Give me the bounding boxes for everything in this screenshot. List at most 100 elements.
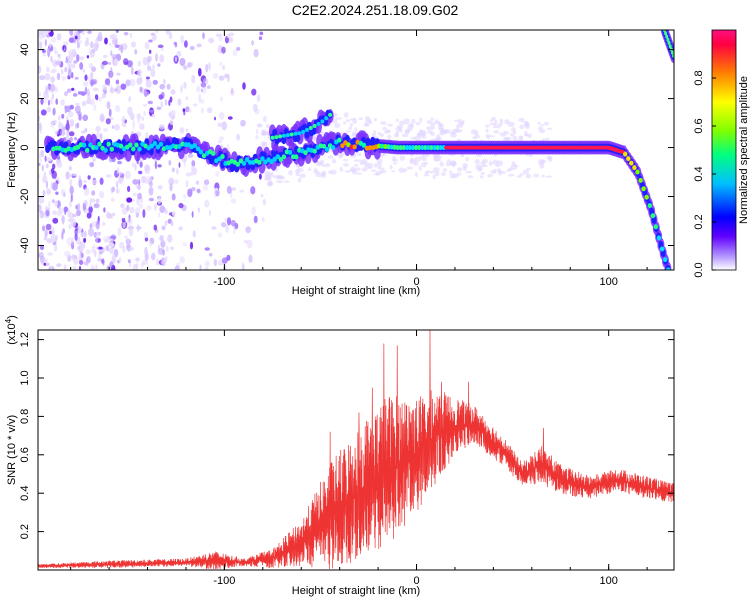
haze-speckle (462, 166, 467, 171)
ridge-core-mark (109, 146, 115, 152)
haze-speckle (261, 129, 267, 134)
noise-speckle (188, 109, 192, 113)
ridge-core-mark (312, 124, 317, 128)
ridge-core-mark (429, 145, 434, 151)
haze-speckle (344, 170, 351, 173)
haze-speckle (546, 137, 550, 141)
snr-frame (37, 329, 675, 571)
noise-speckle (132, 263, 138, 270)
noise-speckle (121, 122, 127, 127)
noise-speckle (120, 83, 127, 90)
noise-speckle (83, 237, 87, 243)
haze-speckle (350, 169, 358, 173)
noise-speckle (224, 73, 229, 79)
ridge-core-mark (118, 143, 124, 149)
haze-speckle (480, 172, 486, 175)
ridge-mid-mark (281, 136, 287, 145)
noise-speckle (187, 62, 192, 68)
noise-speckle (171, 167, 175, 173)
snr-y-tick-label: 1.2 (19, 332, 31, 347)
noise-speckle (236, 133, 241, 141)
noise-speckle (83, 261, 89, 265)
ridge-core-mark (665, 34, 669, 39)
haze-speckle (299, 173, 306, 179)
noise-speckle (171, 193, 176, 201)
haze-speckle (406, 166, 414, 170)
haze-speckle (387, 134, 392, 140)
noise-speckle (129, 78, 136, 87)
noise-speckle (109, 43, 112, 47)
noise-speckle (179, 127, 185, 134)
noise-speckle (227, 116, 233, 120)
haze-speckle (339, 167, 344, 172)
ridge-mid-mark (304, 130, 310, 139)
ridge-mid-mark (102, 139, 108, 148)
noise-speckle (131, 41, 136, 48)
haze-speckle (541, 174, 546, 178)
noise-speckle (85, 249, 92, 255)
noise-speckle (187, 153, 194, 158)
noise-speckle (82, 69, 86, 73)
spectrogram-x-tick-label: 0 (413, 276, 419, 288)
noise-speckle (171, 211, 176, 216)
haze-speckle (320, 159, 325, 165)
noise-speckle (176, 50, 182, 58)
snr-scale-suffix: ) (6, 315, 18, 319)
haze-speckle (527, 133, 532, 139)
noise-speckle (88, 206, 93, 214)
noise-speckle (65, 171, 70, 180)
noise-speckle (142, 209, 146, 218)
noise-speckle (51, 227, 55, 237)
noise-speckle (208, 252, 213, 257)
ridge-core-mark (177, 144, 182, 149)
noise-speckle (208, 209, 211, 216)
noise-speckle (45, 180, 49, 189)
noise-speckle (127, 106, 133, 115)
spectrogram-plot-area (38, 30, 674, 270)
noise-speckle (165, 30, 171, 35)
noise-speckle (38, 196, 43, 200)
noise-speckle (128, 261, 132, 268)
noise-speckle (166, 83, 171, 90)
noise-speckle (220, 96, 223, 102)
noise-speckle (110, 50, 113, 57)
ridge-core-mark (257, 159, 262, 165)
noise-speckle (43, 171, 47, 178)
snr-y-tick-label: 1.0 (19, 370, 31, 385)
noise-speckle (53, 46, 57, 53)
noise-speckle (110, 197, 115, 203)
noise-speckle (68, 165, 72, 171)
noise-speckle (61, 75, 66, 82)
haze-speckle (426, 120, 432, 124)
noise-speckle (160, 240, 166, 248)
noise-speckle (137, 184, 141, 190)
noise-speckle (57, 115, 61, 121)
noise-speckle (54, 50, 59, 55)
noise-speckle (54, 86, 58, 93)
noise-speckle (180, 84, 183, 93)
noise-speckle (75, 226, 79, 231)
haze-speckle (418, 165, 422, 171)
ridge-core-mark (305, 127, 309, 132)
haze-speckle (440, 172, 446, 176)
noise-speckle (200, 82, 207, 88)
noise-speckle (70, 218, 77, 228)
haze-speckle (313, 168, 318, 173)
noise-speckle (63, 192, 66, 198)
noise-speckle (95, 237, 98, 243)
haze-speckle (540, 159, 546, 164)
ridge-core-mark (324, 116, 329, 121)
ridge-core-mark (380, 143, 385, 149)
noise-speckle (69, 104, 75, 110)
haze-speckle (508, 173, 515, 177)
noise-speckle (251, 40, 255, 46)
noise-speckle (100, 133, 103, 140)
ridge-core-mark (417, 145, 422, 151)
ridge-core-mark (281, 154, 287, 160)
haze-speckle (437, 125, 444, 131)
haze-speckle (500, 134, 506, 137)
noise-speckle (207, 107, 213, 114)
haze-speckle (355, 167, 361, 171)
noise-speckle (88, 227, 94, 237)
spectrogram-y-tick-label: 20 (19, 92, 31, 104)
